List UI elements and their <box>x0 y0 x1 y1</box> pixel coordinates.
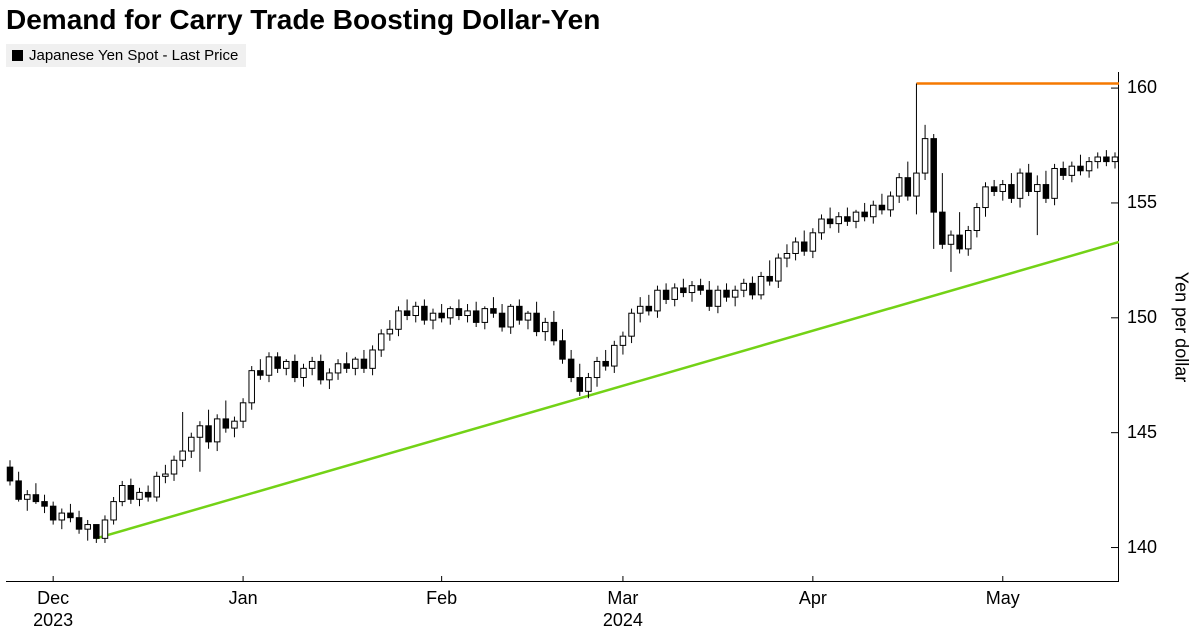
x-tick-label: Dec <box>37 588 69 609</box>
legend: Japanese Yen Spot - Last Price <box>6 44 246 67</box>
chart-title: Demand for Carry Trade Boosting Dollar-Y… <box>6 4 600 36</box>
y-tick-label: 140 <box>1127 537 1157 558</box>
x-tick-label: Jan <box>229 588 258 609</box>
plot-area <box>6 72 1119 582</box>
x-tick-label: Apr <box>799 588 827 609</box>
x-tick-sublabel: 2023 <box>33 610 73 631</box>
x-tick-label: Mar <box>607 588 638 609</box>
legend-label: Japanese Yen Spot - Last Price <box>29 47 238 64</box>
y-axis-label: Yen per dollar <box>1171 272 1192 382</box>
x-tick-sublabel: 2024 <box>603 610 643 631</box>
candlestick-chart <box>6 72 1119 582</box>
y-tick-label: 160 <box>1127 77 1157 98</box>
x-tick-label: May <box>986 588 1020 609</box>
chart-container: Demand for Carry Trade Boosting Dollar-Y… <box>0 0 1199 642</box>
y-tick-label: 155 <box>1127 192 1157 213</box>
x-tick-label: Feb <box>426 588 457 609</box>
y-tick-label: 150 <box>1127 307 1157 328</box>
y-tick-label: 145 <box>1127 422 1157 443</box>
legend-swatch-icon <box>12 50 23 61</box>
